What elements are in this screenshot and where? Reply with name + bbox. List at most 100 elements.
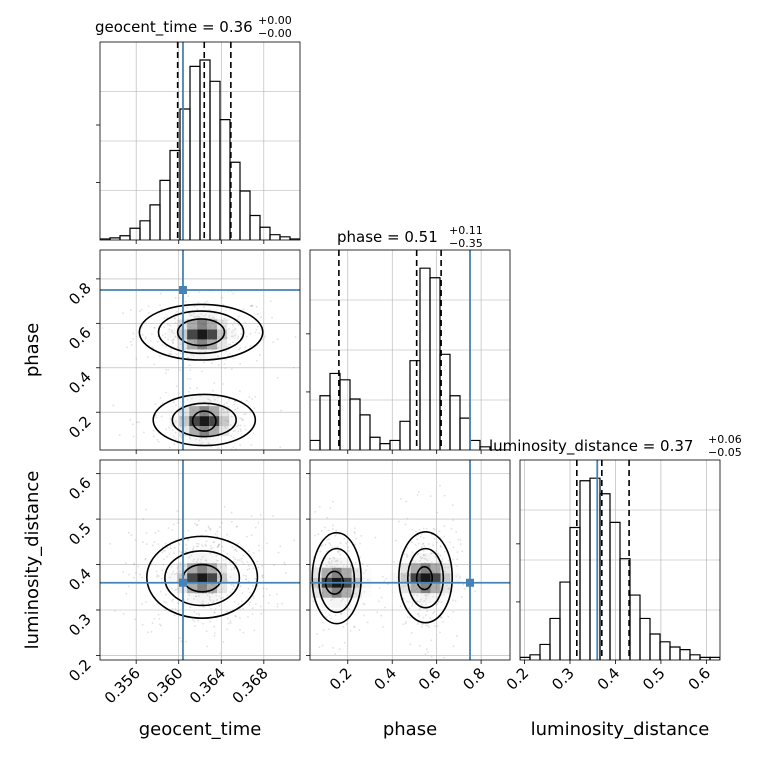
sample-point xyxy=(165,593,167,596)
hist-bar xyxy=(679,649,691,660)
density-cell xyxy=(390,553,401,564)
sample-point xyxy=(348,607,351,610)
sample-point xyxy=(347,546,349,549)
sample-point xyxy=(230,368,233,371)
sample-point xyxy=(255,305,258,308)
sample-point xyxy=(239,617,241,619)
sample-point xyxy=(292,633,294,635)
density-cell xyxy=(227,329,238,340)
sample-point xyxy=(225,610,228,613)
sample-point xyxy=(452,610,455,613)
sample-point xyxy=(281,602,284,605)
sample-point xyxy=(179,561,182,564)
sample-point xyxy=(186,306,189,309)
sample-point xyxy=(253,552,255,554)
sample-point xyxy=(239,347,242,349)
sample-point xyxy=(345,623,348,625)
sample-point xyxy=(233,400,236,403)
sample-point xyxy=(363,591,366,593)
sample-point xyxy=(166,323,169,326)
sample-point xyxy=(353,625,356,628)
sample-point xyxy=(172,332,175,335)
sample-point xyxy=(160,292,162,295)
sample-point xyxy=(170,418,172,420)
sample-point xyxy=(152,347,154,349)
sample-point xyxy=(165,391,167,394)
hist-bar xyxy=(479,446,491,450)
sample-point xyxy=(239,585,242,588)
sample-point xyxy=(237,323,240,326)
sample-point xyxy=(435,549,438,552)
sample-point xyxy=(200,544,203,547)
hist-bar xyxy=(649,633,661,660)
density-cell xyxy=(410,553,421,564)
sample-point xyxy=(186,356,189,359)
title-luminosity-distance-sup: +0.06 xyxy=(708,433,742,446)
sample-point xyxy=(220,591,223,594)
sample-point xyxy=(359,542,361,545)
sample-point xyxy=(280,409,283,412)
sample-point xyxy=(188,594,191,596)
sample-point xyxy=(130,534,133,536)
sample-point xyxy=(205,630,208,632)
sample-point xyxy=(197,545,200,548)
sample-point xyxy=(426,610,428,612)
sample-point xyxy=(224,425,227,428)
sample-point xyxy=(414,543,417,546)
sample-point xyxy=(434,556,437,558)
sample-point xyxy=(230,583,233,586)
sample-point xyxy=(211,601,214,604)
sample-point xyxy=(222,571,225,574)
sample-point xyxy=(210,362,213,364)
sample-point xyxy=(443,656,445,659)
sample-point xyxy=(429,552,432,555)
density-cell xyxy=(311,567,322,578)
sample-point xyxy=(441,560,444,563)
density-cell xyxy=(209,426,220,437)
sample-point xyxy=(140,308,143,311)
sample-point xyxy=(405,620,407,623)
sample-point xyxy=(153,326,155,329)
density-cell xyxy=(217,553,228,564)
sample-point xyxy=(141,623,144,626)
sample-point xyxy=(240,327,243,330)
sample-point xyxy=(176,510,179,513)
sample-point xyxy=(378,587,381,590)
sample-point xyxy=(184,550,187,553)
sample-point xyxy=(246,561,249,563)
sample-point xyxy=(406,554,409,557)
sample-point xyxy=(180,640,183,643)
hist-bar xyxy=(559,581,571,660)
sample-point xyxy=(234,327,237,330)
sample-point xyxy=(353,527,356,530)
density-cell xyxy=(400,583,411,594)
density-cell xyxy=(219,436,230,447)
sample-point xyxy=(129,418,132,421)
sample-point xyxy=(253,629,256,632)
sample-point xyxy=(179,369,182,372)
sample-point xyxy=(170,350,172,353)
sample-point xyxy=(196,558,199,561)
sample-point xyxy=(157,543,160,546)
sample-point xyxy=(169,547,172,549)
sample-point xyxy=(174,573,177,575)
sample-point xyxy=(239,608,242,611)
sample-point xyxy=(378,600,380,603)
sample-point xyxy=(443,562,446,565)
sample-point xyxy=(171,608,174,611)
truth-marker xyxy=(178,286,187,294)
sample-point xyxy=(217,545,219,548)
density-cell xyxy=(351,557,362,568)
sample-point xyxy=(195,613,198,615)
sample-point xyxy=(199,561,202,564)
sample-point xyxy=(271,316,273,319)
sample-point xyxy=(417,542,420,545)
sample-point xyxy=(474,590,476,593)
sample-point xyxy=(154,532,157,534)
sample-point xyxy=(206,300,208,303)
sample-point xyxy=(177,518,180,521)
sample-point xyxy=(236,425,238,428)
sample-point xyxy=(224,325,227,328)
hist-bar xyxy=(310,439,321,450)
sample-point xyxy=(112,404,115,407)
